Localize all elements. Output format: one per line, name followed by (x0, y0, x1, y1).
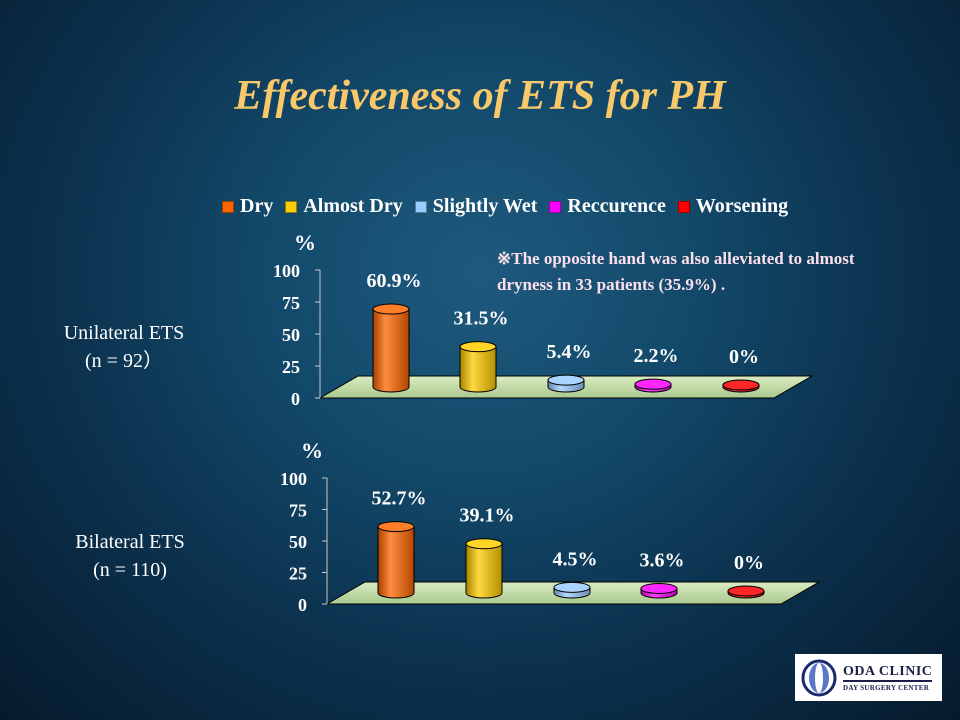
data-label-bilateral-3: 3.6% (640, 549, 685, 571)
y-tick-label-unilateral-3: 25 (282, 357, 300, 377)
bar-bilateral-reccurence (640, 582, 678, 599)
row-label-unilateral-count: (n = 92） (85, 350, 163, 372)
y-axis-label-bilateral: % (301, 438, 323, 463)
bar-unilateral-worsening (722, 379, 760, 393)
legend-item-dry: Dry (222, 195, 273, 218)
row-label-bilateral-title: Bilateral ETS (75, 531, 185, 553)
row-label-unilateral: Unilateral ETS (n = 92） (34, 319, 214, 375)
bar-unilateral-dry (372, 303, 410, 393)
legend-label-reccurence: Reccurence (567, 195, 666, 217)
data-label-bilateral-0: 52.7% (372, 488, 427, 510)
legend-label-dry: Dry (240, 195, 274, 217)
clinic-logo-icon (801, 659, 837, 696)
y-tick-label-bilateral-2: 50 (289, 532, 307, 552)
bar-bilateral-almost-dry (465, 538, 503, 599)
clinic-logo: ODA CLINIC DAY SURGERY CENTER (795, 654, 942, 701)
legend-swatch-reccurence (549, 200, 562, 213)
y-tick-label-bilateral-0: 100 (280, 469, 307, 489)
legend-swatch-dry (222, 200, 234, 213)
legend-swatch-almost-dry (285, 200, 298, 213)
data-label-bilateral-4: 0% (734, 552, 764, 574)
y-tick-label-unilateral-4: 0 (291, 389, 300, 409)
data-label-unilateral-2: 5.4% (547, 341, 592, 363)
bar-unilateral-slightly-wet (547, 374, 585, 393)
legend-label-almost-dry: Almost Dry (303, 195, 403, 217)
page-title: Effectiveness of ETS for PH (234, 73, 726, 119)
clinic-logo-name: ODA CLINIC (843, 664, 933, 682)
data-label-unilateral-3: 2.2% (634, 345, 679, 367)
bar-bilateral-worsening (727, 585, 765, 599)
row-label-bilateral-count: (n = 110) (93, 559, 167, 581)
data-label-unilateral-0: 60.9% (367, 270, 422, 292)
data-label-bilateral-1: 39.1% (460, 505, 515, 527)
y-tick-label-bilateral-4: 0 (298, 595, 307, 615)
y-tick-label-bilateral-1: 75 (289, 501, 307, 521)
clinic-logo-subtitle: DAY SURGERY CENTER (843, 683, 930, 692)
legend-label-worsening: Worsening (695, 195, 789, 217)
y-tick-label-unilateral-1: 75 (282, 293, 300, 313)
chart-legend: Dry Almost Dry Slightly Wet Reccurence W… (222, 195, 800, 218)
legend-swatch-worsening (677, 200, 690, 213)
legend-label-slightly-wet: Slightly Wet (432, 195, 538, 217)
bar-bilateral-slightly-wet (553, 581, 591, 599)
bar-unilateral-reccurence (634, 378, 672, 393)
bar-unilateral-almost-dry (459, 341, 497, 393)
y-tick-label-bilateral-3: 25 (289, 564, 307, 584)
legend-swatch-slightly-wet (414, 200, 427, 213)
row-label-bilateral: Bilateral ETS (n = 110) (40, 528, 220, 584)
y-tick-label-unilateral-2: 50 (282, 325, 300, 345)
legend-item-slightly-wet: Slightly Wet (414, 195, 538, 218)
y-axis-label-unilateral: % (294, 230, 316, 255)
data-label-unilateral-4: 0% (729, 346, 759, 368)
footnote-text: ※The opposite hand was also alleviated t… (497, 249, 855, 294)
legend-item-almost-dry: Almost Dry (285, 195, 403, 218)
data-label-unilateral-1: 31.5% (454, 308, 509, 330)
row-label-unilateral-title: Unilateral ETS (63, 322, 185, 344)
legend-item-worsening: Worsening (677, 195, 789, 218)
legend-item-reccurence: Reccurence (549, 195, 666, 218)
y-tick-label-unilateral-0: 100 (273, 261, 300, 281)
data-label-bilateral-2: 4.5% (553, 548, 598, 570)
bar-bilateral-dry (377, 521, 415, 599)
